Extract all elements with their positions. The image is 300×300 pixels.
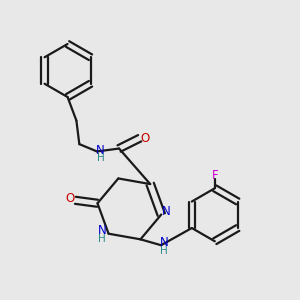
Text: H: H <box>98 234 106 244</box>
Text: H: H <box>97 153 104 163</box>
Text: F: F <box>212 169 218 182</box>
Text: N: N <box>98 224 106 237</box>
Text: O: O <box>140 132 150 145</box>
Text: N: N <box>160 236 168 249</box>
Text: N: N <box>96 143 105 157</box>
Text: H: H <box>160 245 168 256</box>
Text: O: O <box>65 192 74 205</box>
Text: N: N <box>162 205 171 218</box>
